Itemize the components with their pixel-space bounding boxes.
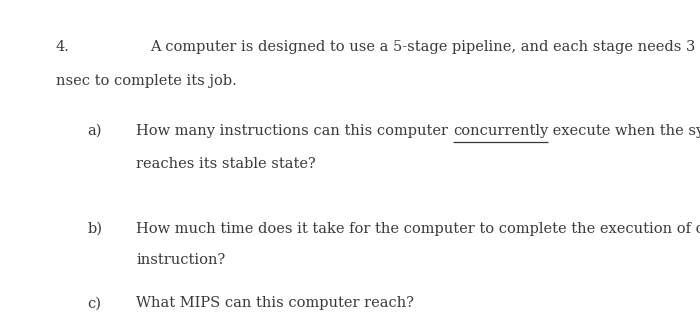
- Text: How much time does it take for the computer to complete the execution of one: How much time does it take for the compu…: [136, 222, 700, 236]
- Text: 4.: 4.: [56, 40, 70, 54]
- Text: reaches its stable state?: reaches its stable state?: [136, 157, 316, 171]
- Text: execute when the system: execute when the system: [548, 124, 700, 138]
- Text: What MIPS can this computer reach?: What MIPS can this computer reach?: [136, 296, 414, 310]
- Text: nsec to complete its job.: nsec to complete its job.: [56, 74, 237, 88]
- Text: How many instructions can this computer: How many instructions can this computer: [136, 124, 453, 138]
- Text: c): c): [88, 296, 102, 310]
- Text: concurrently: concurrently: [453, 124, 548, 138]
- Text: b): b): [88, 222, 102, 236]
- Text: A computer is designed to use a 5-stage pipeline, and each stage needs 3: A computer is designed to use a 5-stage …: [150, 40, 696, 54]
- Text: instruction?: instruction?: [136, 253, 225, 267]
- Text: a): a): [88, 124, 102, 138]
